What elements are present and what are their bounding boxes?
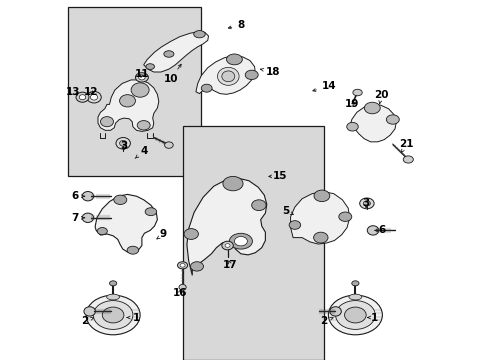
Ellipse shape (145, 64, 154, 69)
Ellipse shape (224, 244, 230, 247)
Ellipse shape (234, 237, 247, 246)
Ellipse shape (222, 71, 234, 82)
Ellipse shape (135, 73, 148, 82)
Text: 14: 14 (312, 81, 336, 91)
Text: 8: 8 (228, 20, 244, 30)
Ellipse shape (163, 51, 174, 57)
Text: 3: 3 (120, 141, 127, 151)
Ellipse shape (102, 307, 123, 323)
Ellipse shape (79, 95, 85, 100)
Text: 5: 5 (282, 206, 293, 216)
Text: 13: 13 (66, 87, 81, 97)
Ellipse shape (366, 226, 378, 235)
Ellipse shape (364, 102, 380, 114)
Polygon shape (186, 178, 266, 275)
Ellipse shape (201, 84, 212, 92)
Ellipse shape (84, 307, 95, 316)
Polygon shape (290, 192, 349, 244)
Polygon shape (196, 56, 255, 94)
Ellipse shape (363, 201, 370, 206)
Text: 17: 17 (223, 260, 237, 270)
Text: 4: 4 (135, 146, 147, 158)
Ellipse shape (97, 228, 107, 235)
Text: 21: 21 (398, 139, 413, 152)
Ellipse shape (244, 70, 258, 80)
Ellipse shape (223, 176, 243, 191)
Ellipse shape (82, 192, 94, 201)
Ellipse shape (386, 115, 399, 124)
Text: 19: 19 (345, 99, 359, 109)
Ellipse shape (82, 213, 94, 222)
Ellipse shape (164, 142, 173, 148)
Bar (68, 7, 201, 176)
Ellipse shape (180, 264, 185, 267)
Ellipse shape (329, 307, 341, 316)
Ellipse shape (222, 241, 233, 250)
Ellipse shape (177, 262, 187, 269)
Ellipse shape (338, 212, 351, 221)
Ellipse shape (226, 54, 242, 65)
Ellipse shape (120, 140, 126, 146)
Text: 6: 6 (374, 225, 385, 235)
Ellipse shape (328, 295, 382, 335)
Ellipse shape (76, 92, 89, 102)
Ellipse shape (179, 284, 186, 290)
Ellipse shape (137, 121, 150, 130)
Ellipse shape (93, 301, 133, 329)
Ellipse shape (229, 233, 252, 249)
Polygon shape (143, 32, 208, 72)
Ellipse shape (190, 262, 203, 271)
Ellipse shape (131, 83, 149, 97)
Text: 11: 11 (134, 69, 149, 79)
Ellipse shape (403, 156, 412, 163)
Text: 15: 15 (268, 171, 287, 181)
Ellipse shape (120, 95, 135, 107)
Bar (183, 126, 323, 360)
Ellipse shape (90, 94, 98, 100)
Ellipse shape (217, 67, 239, 85)
Ellipse shape (109, 281, 117, 286)
Text: 9: 9 (157, 229, 167, 239)
Text: 20: 20 (373, 90, 388, 104)
Ellipse shape (86, 295, 140, 335)
Ellipse shape (348, 294, 361, 300)
Ellipse shape (145, 208, 156, 216)
Text: 10: 10 (163, 64, 181, 84)
Text: 1: 1 (127, 312, 140, 323)
Polygon shape (98, 80, 159, 131)
Ellipse shape (251, 200, 265, 211)
Ellipse shape (344, 307, 366, 323)
Polygon shape (349, 104, 396, 142)
Ellipse shape (183, 229, 198, 239)
Text: 3: 3 (362, 198, 369, 208)
Ellipse shape (87, 91, 101, 103)
Ellipse shape (106, 294, 120, 300)
Text: 16: 16 (172, 288, 186, 298)
Ellipse shape (313, 190, 329, 202)
Ellipse shape (288, 221, 300, 229)
Ellipse shape (335, 301, 374, 329)
Ellipse shape (352, 89, 362, 96)
Text: 12: 12 (84, 87, 99, 97)
Text: 6: 6 (72, 191, 84, 201)
Polygon shape (95, 194, 157, 253)
Text: 2: 2 (81, 316, 93, 326)
Ellipse shape (114, 195, 126, 204)
Ellipse shape (116, 138, 130, 149)
Ellipse shape (359, 198, 373, 209)
Text: 18: 18 (260, 67, 280, 77)
Ellipse shape (313, 232, 327, 243)
Ellipse shape (193, 31, 205, 38)
Ellipse shape (346, 122, 358, 131)
Ellipse shape (351, 281, 358, 286)
Ellipse shape (127, 246, 139, 254)
Text: 1: 1 (367, 312, 378, 323)
Text: 7: 7 (71, 213, 84, 223)
Text: 2: 2 (320, 316, 332, 326)
Ellipse shape (101, 117, 113, 127)
Ellipse shape (139, 75, 145, 80)
